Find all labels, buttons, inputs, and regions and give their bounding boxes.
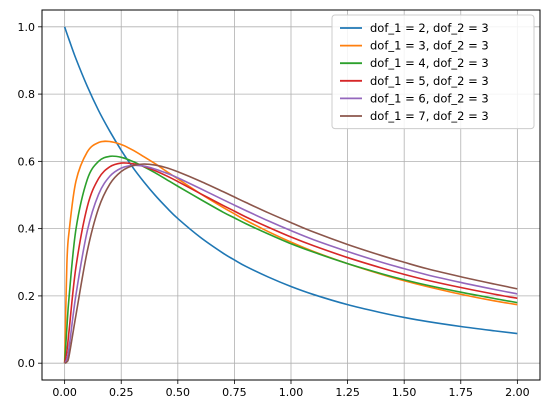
legend-entry: dof_1 = 7, dof_2 = 3 [370, 109, 489, 123]
x-tick-label: 1.50 [392, 386, 417, 399]
y-tick-label: 0.8 [18, 88, 36, 101]
legend-box [331, 14, 535, 130]
legend-entry: dof_1 = 3, dof_2 = 3 [370, 39, 489, 53]
legend-entry: dof_1 = 4, dof_2 = 3 [370, 56, 489, 70]
x-tick-label: 2.00 [505, 386, 530, 399]
series-line-3 [63, 155, 518, 364]
legend: dof_1 = 2, dof_2 = 3 dof_1 = 3, dof_2 = 3… [331, 14, 535, 130]
y-tick-label: 1.0 [18, 21, 36, 34]
x-tick-label: 0.50 [166, 386, 191, 399]
y-tick-label: 0.2 [18, 290, 36, 303]
y-tick-label: 0.4 [18, 223, 36, 236]
x-tick-label: 1.00 [279, 386, 304, 399]
series-layer [63, 26, 518, 364]
legend-entry: dof_1 = 6, dof_2 = 3 [370, 91, 489, 105]
y-tick-label: 0.6 [18, 155, 36, 168]
x-tick-label: 1.25 [335, 386, 360, 399]
x-tick-label: 0.25 [109, 386, 134, 399]
series-line-4 [63, 162, 518, 364]
x-tick-label: 1.75 [449, 386, 474, 399]
legend-entry: dof_1 = 2, dof_2 = 3 [370, 21, 489, 35]
series-line-1 [63, 26, 518, 335]
x-tick-label: 0.75 [222, 386, 247, 399]
y-tick-label: 0.0 [18, 357, 36, 370]
x-axis: 0.00 0.25 0.50 0.75 1.00 1.25 1.50 1.75 2.00 [52, 380, 530, 399]
legend-entry: dof_1 = 5, dof_2 = 3 [370, 74, 489, 88]
series-line-6 [64, 163, 518, 364]
series-line-5 [63, 164, 518, 364]
x-tick-label: 0.00 [52, 386, 77, 399]
y-axis: 0.0 0.2 0.4 0.6 0.8 1.0 [18, 21, 42, 370]
